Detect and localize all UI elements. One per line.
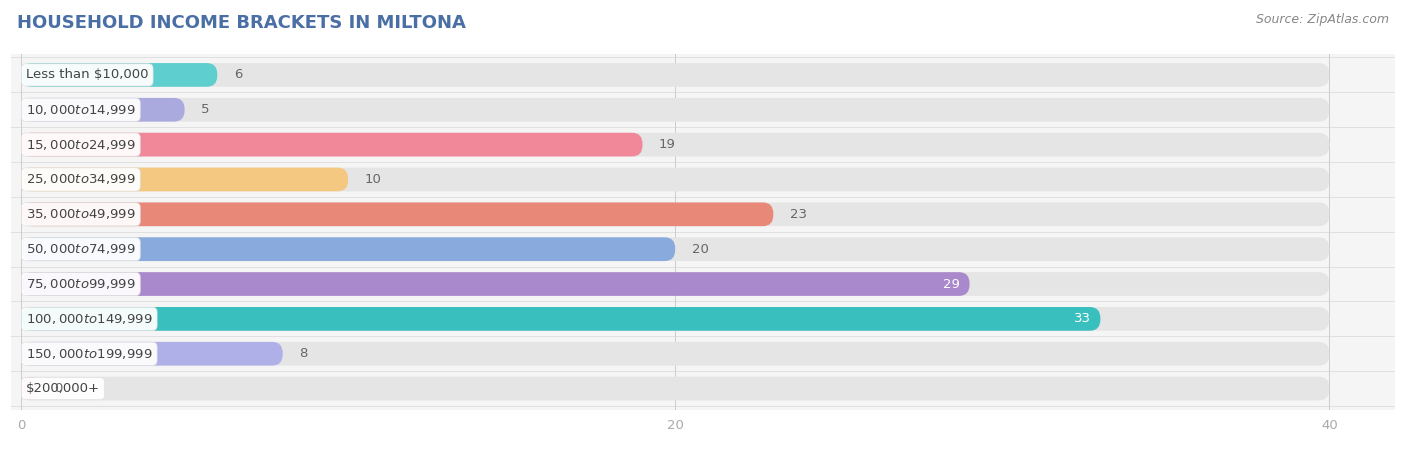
FancyBboxPatch shape — [21, 133, 643, 157]
FancyBboxPatch shape — [21, 377, 1329, 400]
FancyBboxPatch shape — [21, 167, 349, 191]
Text: Source: ZipAtlas.com: Source: ZipAtlas.com — [1256, 14, 1389, 27]
FancyBboxPatch shape — [0, 231, 1362, 267]
FancyBboxPatch shape — [0, 92, 1362, 128]
FancyBboxPatch shape — [21, 133, 1329, 157]
Text: 6: 6 — [233, 68, 242, 81]
Text: 0: 0 — [53, 382, 62, 395]
Text: 5: 5 — [201, 103, 209, 116]
Text: $150,000 to $199,999: $150,000 to $199,999 — [25, 347, 152, 361]
FancyBboxPatch shape — [0, 126, 1362, 163]
FancyBboxPatch shape — [0, 162, 1362, 198]
FancyBboxPatch shape — [0, 336, 1362, 372]
Text: HOUSEHOLD INCOME BRACKETS IN MILTONA: HOUSEHOLD INCOME BRACKETS IN MILTONA — [17, 14, 465, 32]
FancyBboxPatch shape — [21, 237, 1329, 261]
FancyBboxPatch shape — [21, 63, 218, 87]
FancyBboxPatch shape — [21, 342, 283, 365]
FancyBboxPatch shape — [21, 98, 1329, 122]
FancyBboxPatch shape — [0, 370, 1362, 407]
Text: $25,000 to $34,999: $25,000 to $34,999 — [25, 172, 135, 186]
FancyBboxPatch shape — [21, 342, 1329, 365]
FancyBboxPatch shape — [21, 377, 38, 400]
Text: $200,000+: $200,000+ — [25, 382, 100, 395]
Text: 29: 29 — [943, 278, 960, 291]
Text: 10: 10 — [364, 173, 381, 186]
Text: Less than $10,000: Less than $10,000 — [25, 68, 149, 81]
FancyBboxPatch shape — [0, 266, 1362, 302]
FancyBboxPatch shape — [21, 98, 184, 122]
FancyBboxPatch shape — [21, 307, 1101, 331]
Text: 8: 8 — [299, 347, 308, 360]
FancyBboxPatch shape — [21, 167, 1329, 191]
FancyBboxPatch shape — [21, 272, 970, 296]
Text: $75,000 to $99,999: $75,000 to $99,999 — [25, 277, 135, 291]
Text: $15,000 to $24,999: $15,000 to $24,999 — [25, 138, 135, 152]
FancyBboxPatch shape — [21, 307, 1329, 331]
FancyBboxPatch shape — [21, 202, 773, 226]
FancyBboxPatch shape — [0, 57, 1362, 93]
Text: 20: 20 — [692, 243, 709, 256]
Text: $100,000 to $149,999: $100,000 to $149,999 — [25, 312, 152, 326]
Text: 33: 33 — [1074, 312, 1091, 325]
FancyBboxPatch shape — [21, 237, 675, 261]
Text: $50,000 to $74,999: $50,000 to $74,999 — [25, 242, 135, 256]
FancyBboxPatch shape — [0, 301, 1362, 337]
FancyBboxPatch shape — [21, 202, 1329, 226]
Text: $35,000 to $49,999: $35,000 to $49,999 — [25, 207, 135, 221]
Text: $10,000 to $14,999: $10,000 to $14,999 — [25, 103, 135, 117]
Text: 19: 19 — [659, 138, 676, 151]
FancyBboxPatch shape — [0, 196, 1362, 233]
Text: 23: 23 — [790, 208, 807, 221]
FancyBboxPatch shape — [21, 63, 1329, 87]
FancyBboxPatch shape — [21, 272, 1329, 296]
